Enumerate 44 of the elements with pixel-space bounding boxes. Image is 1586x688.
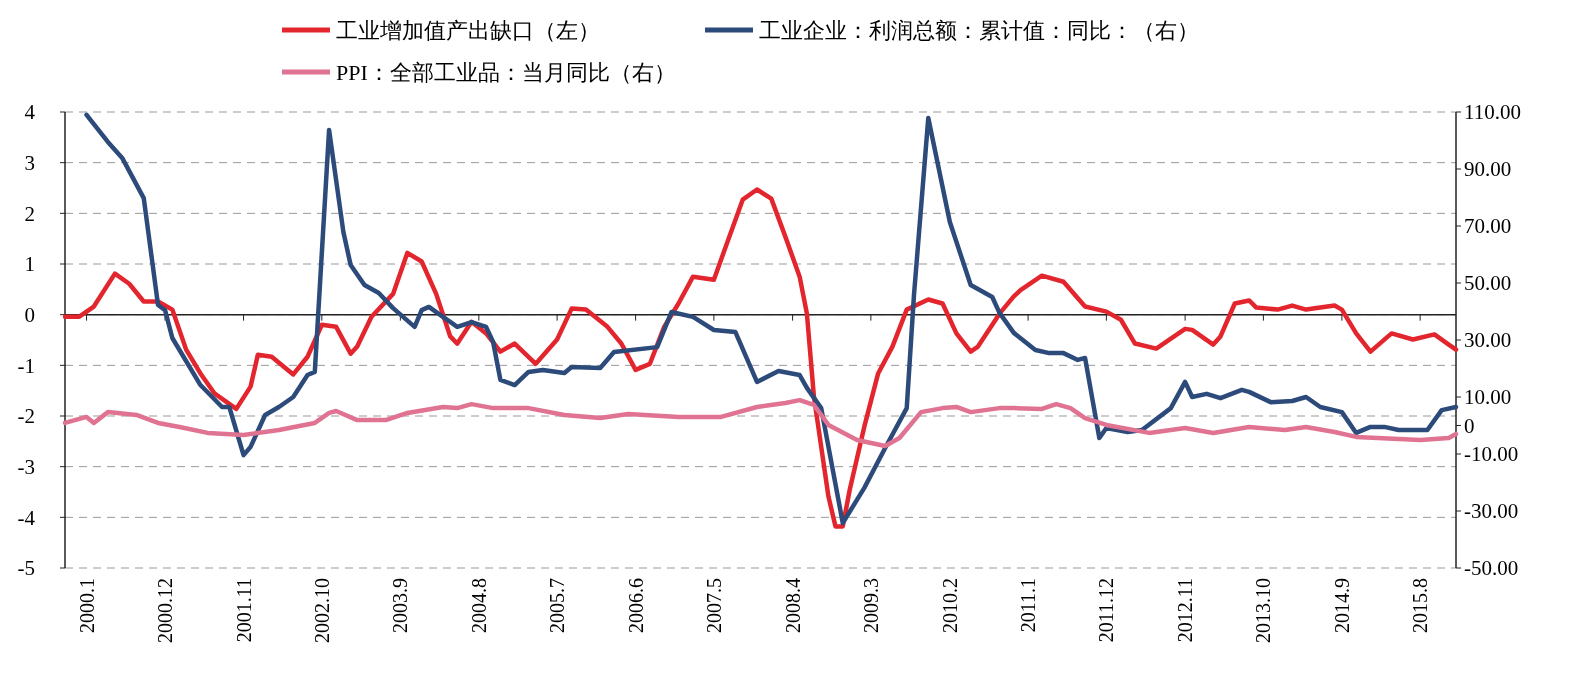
y-tick-label: -4 bbox=[17, 505, 36, 530]
line-series bbox=[62, 397, 1459, 449]
y-tick-label: -5 bbox=[17, 556, 35, 581]
x-tick-label: 2015.8 bbox=[1409, 578, 1432, 633]
y-tick-label: 4 bbox=[24, 100, 36, 125]
y-tick-label: 3 bbox=[24, 151, 35, 176]
y2-tick-label: -50.00 bbox=[1464, 556, 1519, 581]
y-tick-label: -2 bbox=[17, 404, 35, 429]
line-series bbox=[84, 112, 1459, 526]
x-tick-label: 2008.4 bbox=[781, 578, 804, 633]
y-tick-label: 2 bbox=[24, 201, 35, 226]
x-tick-label: 2009.3 bbox=[859, 578, 882, 633]
y2-tick-label: 70.00 bbox=[1464, 214, 1512, 239]
x-tick-label: 2011.1 bbox=[1017, 578, 1040, 633]
legend-label: PPI：全部工业品：当月同比（右） bbox=[336, 59, 676, 85]
x-tick-label: 2010.2 bbox=[938, 578, 961, 633]
y2-tick-label: 110.00 bbox=[1464, 100, 1521, 125]
x-tick-label: 2011.12 bbox=[1095, 578, 1118, 643]
x-tick-label: 2000.12 bbox=[154, 578, 177, 643]
y-tick-label: -1 bbox=[17, 353, 35, 378]
y2-tick-label: -10.00 bbox=[1464, 442, 1519, 467]
x-tick-label: 2002.10 bbox=[310, 578, 333, 643]
legend-label: 工业企业：利润总额：累计值：同比：（右） bbox=[759, 17, 1199, 43]
x-tick-label: 2005.7 bbox=[546, 578, 569, 633]
x-tick-label: 2013.10 bbox=[1252, 578, 1275, 643]
x-tick-label: 2006.6 bbox=[624, 578, 647, 633]
y2-tick-label: 30.00 bbox=[1464, 328, 1512, 353]
x-tick-label: 2014.9 bbox=[1330, 578, 1353, 633]
y2-tick-label: -30.00 bbox=[1464, 499, 1519, 524]
y2-tick-label: 90.00 bbox=[1464, 157, 1512, 182]
x-tick-label: 2004.8 bbox=[467, 578, 490, 633]
y2-tick-label: 10.00 bbox=[1464, 385, 1512, 410]
y2-tick-label: 0 bbox=[1464, 413, 1475, 438]
x-tick-label: 2000.1 bbox=[75, 578, 98, 633]
y2-tick-label: 50.00 bbox=[1464, 271, 1512, 296]
legend-label: 工业增加值产出缺口（左） bbox=[336, 17, 600, 43]
x-tick-label: 2001.11 bbox=[232, 578, 255, 643]
x-tick-label: 2003.9 bbox=[389, 578, 412, 633]
x-tick-label: 2012.11 bbox=[1174, 578, 1197, 643]
y-tick-label: 0 bbox=[24, 303, 35, 328]
y-tick-label: -3 bbox=[17, 455, 35, 480]
line-series bbox=[62, 187, 1459, 529]
y-tick-label: 1 bbox=[24, 252, 35, 277]
x-tick-label: 2007.5 bbox=[702, 578, 725, 633]
